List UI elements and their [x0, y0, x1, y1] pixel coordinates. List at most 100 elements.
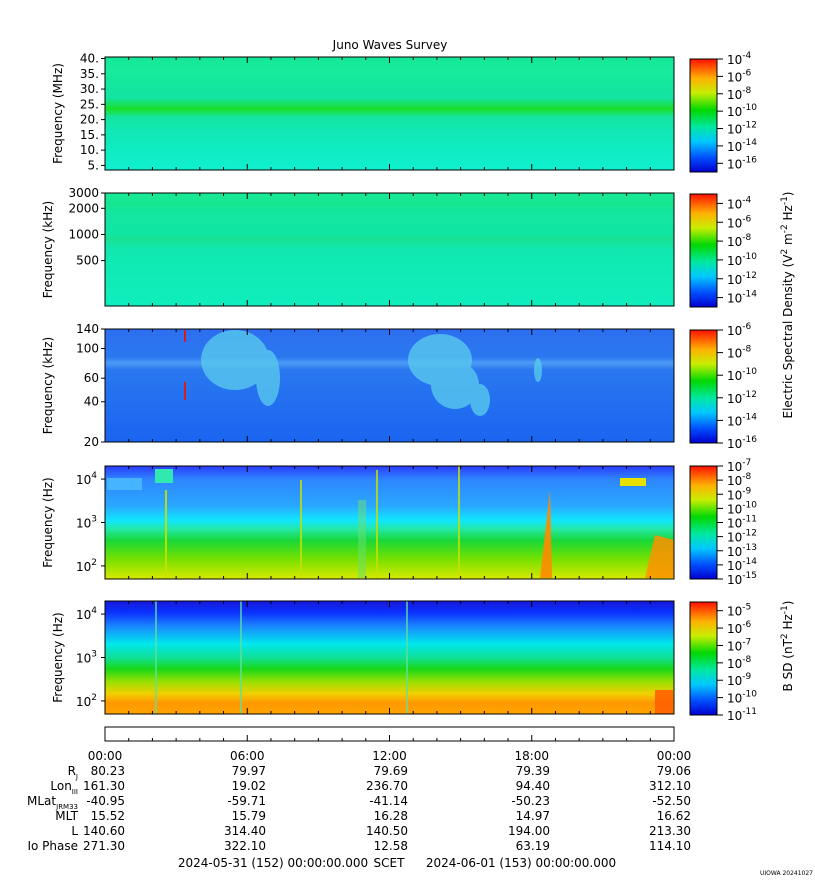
y-tick-label: 60: [84, 371, 99, 385]
credit-label: UIOWA 20241027: [760, 870, 813, 877]
colorbar-tick-label: 10-10: [727, 252, 757, 268]
whistler-features: [107, 466, 674, 578]
ephemeris-value: 114.10: [649, 839, 691, 853]
colorbar-tick-label: 10-12: [727, 390, 757, 406]
colorbar-tick-label: 10-14: [727, 138, 757, 154]
y-tick-label: 500: [76, 254, 99, 268]
colorbar: [689, 465, 718, 580]
ephemeris-value: 15.52: [91, 809, 125, 823]
colorbar-tick-label: 10-15: [727, 571, 757, 587]
burst-marker: [184, 382, 186, 400]
colorbar-tick-label: 10-10: [727, 367, 757, 383]
colorbar-tick-label: 10-12: [727, 271, 757, 287]
ephemeris-row-label: LonIII: [50, 779, 78, 796]
ephemeris-value: 15.79: [232, 809, 266, 823]
colorbar-tick-label: 10-4: [727, 51, 752, 67]
ephemeris-value: 19.02: [232, 779, 266, 793]
ephemeris-value: 194.00: [508, 824, 550, 838]
colorbar-tick-label: 10-4: [727, 195, 752, 211]
ephemeris-row-label: Io Phase: [27, 839, 78, 853]
ephemeris-value: -50.23: [511, 794, 550, 808]
spectrogram-hz-electric: [105, 466, 674, 579]
x-tick-label: 00:00: [88, 749, 123, 763]
y-tick-label: 25.: [80, 97, 99, 111]
ephemeris-value: 312.10: [649, 779, 691, 793]
ephemeris-value: 79.69: [374, 764, 408, 778]
x-tick-label: 18:00: [514, 749, 549, 763]
ephemeris-value: 236.70: [366, 779, 408, 793]
y-tick-label: 104: [76, 471, 97, 487]
ephemeris-value: 16.62: [657, 809, 691, 823]
colorbar-tick-label: 10-6: [727, 214, 752, 230]
colorbar-tick-label: 10-8: [727, 233, 752, 249]
spectrogram-khz-high: [105, 193, 674, 306]
colorbar-tick-label: 10-10: [727, 103, 757, 119]
colorbar-tick-label: 10-11: [727, 707, 757, 723]
y-tick-label: 102: [76, 558, 97, 574]
colorbar-tick-label: 10-6: [727, 322, 752, 338]
ephemeris-row-label: MLT: [55, 809, 78, 823]
ephemeris-value: 79.39: [516, 764, 550, 778]
y-axis-label: Frequency (Hz): [41, 477, 55, 568]
ephemeris-value: -59.71: [227, 794, 266, 808]
time-start-label: 2024-05-31 (152) 00:00:00.000: [178, 856, 368, 870]
x-tick-label: 00:00: [657, 749, 692, 763]
colorbar: [689, 601, 718, 716]
ephemeris-value: 80.23: [91, 764, 125, 778]
panel-hz-magnetic: [105, 601, 674, 714]
y-tick-label: 104: [76, 606, 97, 622]
panel-khz-high: [105, 193, 674, 306]
generated-axes: 40.35.30.25. 20.15.10.5. Frequency (MHz) 10…: [27, 51, 757, 853]
ephemeris-value: 94.40: [516, 779, 550, 793]
y-tick-label: 35.: [80, 67, 99, 81]
y-tick-label: 103: [76, 650, 97, 666]
colorbar-tick-label: 10-9: [727, 672, 752, 688]
time-axis-label: SCET: [374, 856, 406, 870]
colorbar-tick-label: 10-14: [727, 290, 757, 306]
y-tick-label: 140: [76, 322, 99, 336]
y-tick-label: 15.: [80, 128, 99, 142]
colorbar-tick-label: 10-8: [727, 345, 752, 361]
ephemeris-value: -52.50: [652, 794, 691, 808]
panel-mhz: [105, 57, 674, 170]
colorbar: [689, 58, 718, 173]
spectrogram-hz-magnetic: [105, 601, 674, 714]
y-tick-label: 102: [76, 693, 97, 709]
panel-khz-low: [105, 329, 674, 442]
colorbars: [689, 58, 718, 716]
ephemeris-value: 79.06: [657, 764, 691, 778]
colorbar-tick-label: 10-7: [727, 637, 751, 653]
ephemeris-value: -40.95: [86, 794, 125, 808]
colorbar-label-electric: Electric Spectral Density (V2 m-2 Hz-1): [780, 191, 795, 418]
colorbar-tick-label: 10-6: [727, 620, 752, 636]
ephemeris-value: 16.28: [374, 809, 408, 823]
chart-title: Juno Waves Survey: [332, 38, 448, 52]
y-tick-label: 1000: [68, 227, 99, 241]
ephemeris-value: 271.30: [83, 839, 125, 853]
y-tick-label: 10.: [80, 143, 99, 157]
burst-marker: [184, 330, 186, 342]
colorbar-label-magnetic: B SD (nT2 Hz-1): [780, 601, 795, 692]
ephemeris-value: 322.10: [224, 839, 266, 853]
ephemeris-value: 14.97: [516, 809, 550, 823]
y-tick-label: 20.: [80, 113, 99, 127]
y-axis-label: Frequency (Hz): [51, 612, 65, 703]
ephemeris-value: 63.19: [516, 839, 550, 853]
y-tick-label: 100: [76, 342, 99, 356]
colorbar-tick-label: 10-16: [727, 435, 757, 451]
colorbar: [689, 329, 718, 444]
spectrogram-mhz: [105, 57, 674, 170]
x-tick-label: 06:00: [230, 749, 265, 763]
ephemeris-value: 213.30: [649, 824, 691, 838]
colorbar-tick-label: 10-12: [727, 121, 757, 137]
y-tick-label: 40: [84, 395, 99, 409]
ephemeris-value: -41.14: [369, 794, 408, 808]
ephemeris-value: 314.40: [224, 824, 266, 838]
colorbar-tick-label: 10-8: [727, 655, 752, 671]
ephemeris-value: 79.97: [232, 764, 266, 778]
colorbar: [689, 193, 718, 308]
spectrogram-khz-low: [105, 329, 674, 442]
colorbar-tick-label: 10-8: [727, 86, 752, 102]
x-tick-label: 12:00: [372, 749, 407, 763]
